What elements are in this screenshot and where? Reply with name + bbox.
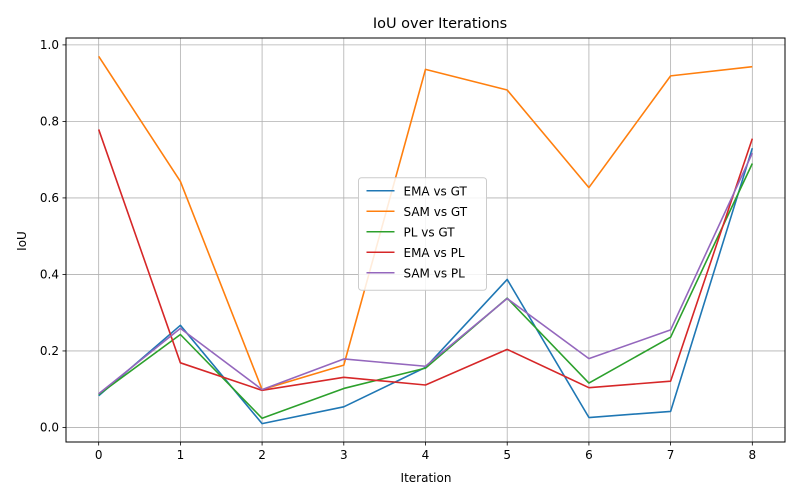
legend-entry: SAM vs GT (404, 205, 468, 219)
x-tick-label: 3 (340, 448, 348, 462)
series-line-pl-vs-gt (98, 163, 754, 420)
y-tick-label: 0.6 (40, 191, 59, 205)
legend-entry: EMA vs PL (404, 246, 465, 260)
x-tick-label: 6 (585, 448, 593, 462)
legend: EMA vs GT SAM vs GT PL vs GT EMA vs PL SAM v… (358, 177, 487, 291)
y-axis-label: IoU (15, 231, 29, 251)
series-line-ema-vs-pl (97, 129, 754, 392)
x-axis-ticks: 0 1 2 3 4 5 6 7 8 (95, 442, 756, 462)
y-tick-label: 1.0 (40, 38, 59, 52)
x-axis-label: Iteration (401, 471, 452, 485)
y-tick-label: 0.8 (40, 114, 59, 128)
y-tick-label: 0.0 (40, 420, 59, 434)
x-tick-label: 5 (503, 448, 511, 462)
y-tick-label: 0.4 (40, 267, 59, 281)
x-tick-label: 4 (422, 448, 430, 462)
legend-entry: SAM vs PL (404, 266, 466, 280)
y-tick-label: 0.2 (40, 344, 59, 358)
x-tick-label: 0 (95, 448, 103, 462)
legend-entry: EMA vs GT (404, 184, 468, 198)
x-tick-label: 2 (258, 448, 266, 462)
legend-entry: PL vs GT (404, 225, 456, 239)
x-tick-label: 7 (667, 448, 675, 462)
legend-box (358, 177, 487, 291)
series-line-sam-vs-gt (98, 55, 753, 391)
series-lines (97, 55, 754, 425)
x-tick-label: 8 (748, 448, 756, 462)
x-tick-label: 1 (177, 448, 185, 462)
series-line-sam-vs-pl (98, 152, 754, 395)
y-axis-ticks: 0.0 0.2 0.4 0.6 0.8 1.0 (40, 38, 66, 434)
chart-title: IoU over Iterations (373, 16, 507, 32)
